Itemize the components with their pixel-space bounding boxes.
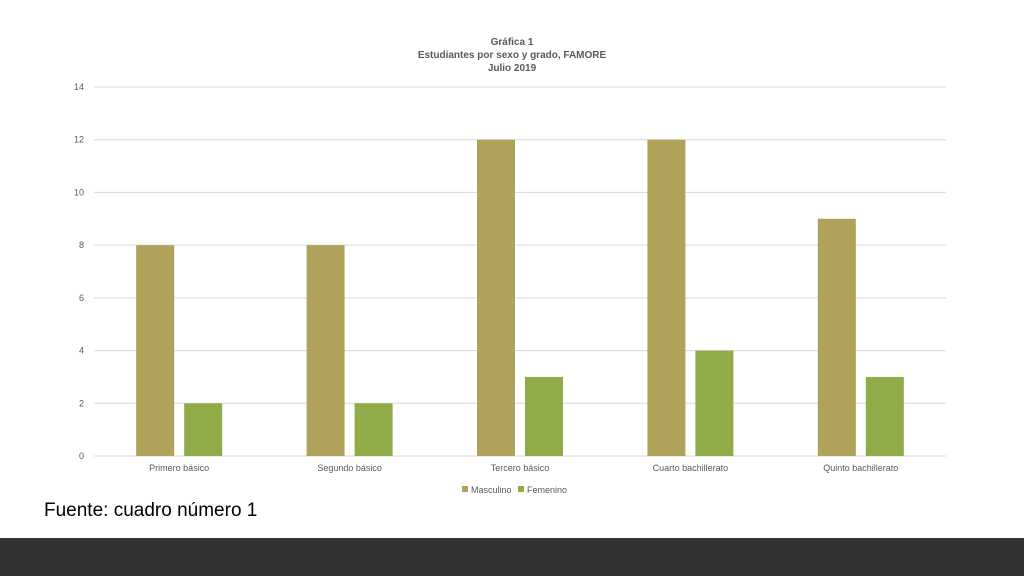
gridlines	[94, 86, 946, 457]
x-axis-categories: Primero básico Segundo básico Tercero bási…	[149, 463, 898, 473]
bar-masculino	[647, 139, 686, 456]
y-tick-label: 6	[79, 293, 84, 303]
bar-masculino	[817, 218, 856, 456]
x-category-label: Primero básico	[149, 463, 209, 473]
y-tick-label: 14	[74, 82, 84, 92]
y-tick-label: 10	[74, 187, 84, 197]
footer-bar	[0, 538, 1024, 576]
bar-femenino	[354, 403, 393, 456]
bar-masculino	[136, 245, 175, 456]
legend-swatch-masculino	[462, 486, 468, 492]
bar-masculino	[477, 139, 515, 456]
source-note: Fuente: cuadro número 1	[44, 500, 258, 521]
y-tick-label: 2	[79, 398, 84, 408]
bar-femenino	[865, 376, 904, 456]
x-category-label: Tercero básico	[491, 463, 550, 473]
legend-label-masculino: Masculino	[471, 485, 512, 495]
bar-femenino	[525, 376, 563, 456]
y-tick-label: 12	[74, 135, 84, 145]
chart-title: Gráfica 1 Estudiantes por sexo y grado, …	[418, 37, 607, 74]
legend: Masculino Femenino	[462, 485, 567, 495]
bar-femenino	[184, 403, 223, 456]
x-category-label: Segundo básico	[317, 463, 382, 473]
x-category-label: Quinto bachillerato	[823, 463, 898, 473]
y-tick-label: 8	[79, 240, 84, 250]
y-tick-label: 4	[79, 346, 84, 356]
legend-swatch-femenino	[518, 486, 524, 492]
bar-femenino	[695, 350, 734, 456]
x-category-label: Cuarto bachillerato	[653, 463, 729, 473]
chart-title-line-2: Estudiantes por sexo y grado, FAMORE	[418, 50, 607, 61]
bar-masculino	[306, 245, 345, 456]
chart-title-line-1: Gráfica 1	[491, 37, 534, 48]
chart-title-line-3: Julio 2019	[488, 63, 537, 74]
bars	[136, 139, 904, 456]
y-axis-ticks: 0 2 4 6 8 10 12 14	[74, 82, 84, 461]
legend-label-femenino: Femenino	[527, 485, 567, 495]
y-tick-label: 0	[79, 451, 84, 461]
